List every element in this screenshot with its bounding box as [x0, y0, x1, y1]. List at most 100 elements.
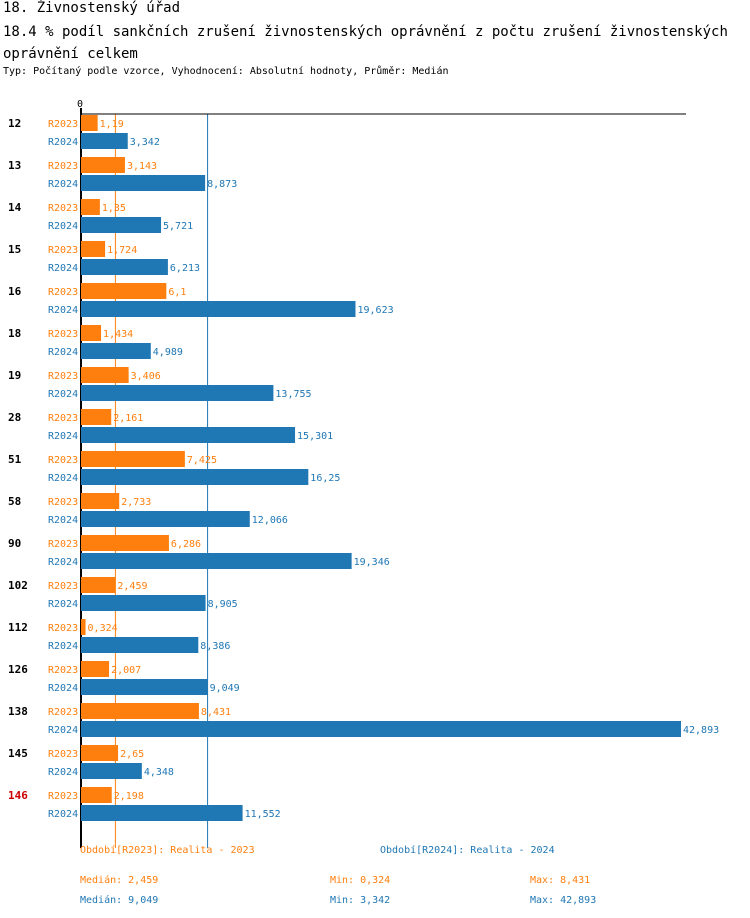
data-label-r2024: 8,873	[207, 179, 237, 190]
data-label-r2024: 5,721	[163, 221, 193, 232]
series-label-r2023: R2023	[48, 665, 78, 676]
series-label-r2024: R2024	[48, 305, 78, 316]
bar-r2024	[81, 469, 309, 485]
series-label-r2024: R2024	[48, 767, 78, 778]
bar-r2024	[81, 217, 162, 233]
chart-subtitle: 18.4 % podíl sankčních zrušení živnosten…	[3, 24, 728, 62]
series-label-r2024: R2024	[48, 599, 78, 610]
series-label-r2023: R2023	[48, 707, 78, 718]
axis-zero-label: 0	[77, 99, 83, 110]
category-label: 102	[8, 579, 28, 592]
series-label-r2024: R2024	[48, 515, 78, 526]
data-label-r2023: 1,724	[107, 245, 137, 256]
series-label-r2024: R2024	[48, 431, 78, 442]
data-label-r2023: 3,406	[131, 371, 161, 382]
data-label-r2024: 16,25	[310, 473, 340, 484]
type-info: Typ: Počítaný podle vzorce, Vyhodnocení:…	[3, 66, 449, 77]
category-label: 90	[8, 537, 21, 550]
data-label-r2024: 15,301	[297, 431, 333, 442]
bar-r2024	[81, 637, 199, 653]
category-label: 15	[8, 243, 21, 256]
stat-r2024-min: Min: 3,342	[330, 895, 391, 906]
data-label-r2024: 11,552	[245, 809, 281, 820]
bar-r2024	[81, 301, 356, 317]
category-label: 19	[8, 369, 21, 382]
category-label: 126	[8, 663, 28, 676]
category-label: 13	[8, 159, 21, 172]
data-label-r2023: 3,143	[127, 161, 157, 172]
series-label-r2023: R2023	[48, 413, 78, 424]
data-label-r2023: 7,425	[187, 455, 217, 466]
bar-r2023	[81, 241, 106, 257]
category-label: 14	[8, 201, 22, 214]
series-label-r2024: R2024	[48, 473, 78, 484]
data-label-r2023: 0,324	[88, 623, 118, 634]
stat-r2024-max: Max: 42,893	[530, 895, 597, 906]
series-label-r2023: R2023	[48, 539, 78, 550]
series-label-r2024: R2024	[48, 221, 78, 232]
category-label: 138	[8, 705, 28, 718]
data-label-r2024: 4,989	[153, 347, 183, 358]
bar-r2023	[81, 745, 119, 761]
series-label-r2024: R2024	[48, 725, 78, 736]
data-label-r2023: 2,65	[120, 749, 144, 760]
series-label-r2023: R2023	[48, 119, 78, 130]
series-label-r2024: R2024	[48, 389, 78, 400]
data-label-r2024: 42,893	[683, 725, 719, 736]
category-label: 28	[8, 411, 21, 424]
category-label: 18	[8, 327, 21, 340]
series-label-r2023: R2023	[48, 749, 78, 760]
data-label-r2024: 19,346	[354, 557, 390, 568]
data-label-r2024: 3,342	[130, 137, 160, 148]
data-label-r2024: 6,213	[170, 263, 200, 274]
data-label-r2024: 13,755	[275, 389, 311, 400]
bar-r2023	[81, 325, 102, 341]
data-label-r2023: 6,1	[168, 287, 186, 298]
series-label-r2024: R2024	[48, 809, 78, 820]
stat-r2023-max: Max: 8,431	[530, 875, 591, 886]
bar-r2023	[81, 367, 129, 383]
series-label-r2024: R2024	[48, 137, 78, 148]
bar-r2023	[81, 199, 100, 215]
data-label-r2024: 9,049	[210, 683, 240, 694]
series-label-r2024: R2024	[48, 347, 78, 358]
series-label-r2024: R2024	[48, 683, 78, 694]
series-label-r2023: R2023	[48, 245, 78, 256]
data-label-r2023: 6,286	[171, 539, 201, 550]
data-label-r2023: 1,19	[100, 119, 124, 130]
data-label-r2023: 1,35	[102, 203, 126, 214]
data-label-r2024: 8,386	[200, 641, 230, 652]
data-label-r2023: 8,431	[201, 707, 231, 718]
data-label-r2023: 2,161	[113, 413, 143, 424]
series-label-r2023: R2023	[48, 623, 78, 634]
legend-r2024: Období[R2024]: Realita - 2024	[380, 845, 555, 856]
series-label-r2023: R2023	[48, 161, 78, 172]
bar-r2023	[81, 115, 98, 131]
series-label-r2023: R2023	[48, 287, 78, 298]
bar-r2024	[81, 595, 206, 611]
data-label-r2023: 2,733	[121, 497, 151, 508]
series-label-r2023: R2023	[48, 497, 78, 508]
series-label-r2024: R2024	[48, 641, 78, 652]
bar-r2024	[81, 805, 243, 821]
data-label-r2024: 19,623	[357, 305, 393, 316]
bar-r2024	[81, 763, 142, 779]
bar-r2023	[81, 451, 185, 467]
category-label: 146	[8, 789, 28, 802]
stat-r2024-median: Medián: 9,049	[80, 895, 159, 906]
bar-r2024	[81, 427, 296, 443]
series-label-r2023: R2023	[48, 581, 78, 592]
bar-r2024	[81, 385, 274, 401]
bar-r2023	[81, 703, 199, 719]
bar-r2024	[81, 679, 208, 695]
page-title: 18. Živnostenský úřad	[3, 0, 181, 16]
bar-r2024	[81, 511, 250, 527]
series-label-r2023: R2023	[48, 371, 78, 382]
data-label-r2024: 4,348	[144, 767, 174, 778]
bar-r2024	[81, 553, 352, 569]
series-label-r2023: R2023	[48, 203, 78, 214]
data-label-r2024: 12,066	[252, 515, 288, 526]
stat-r2023-min: Min: 0,324	[330, 875, 391, 886]
category-label: 145	[8, 747, 28, 760]
